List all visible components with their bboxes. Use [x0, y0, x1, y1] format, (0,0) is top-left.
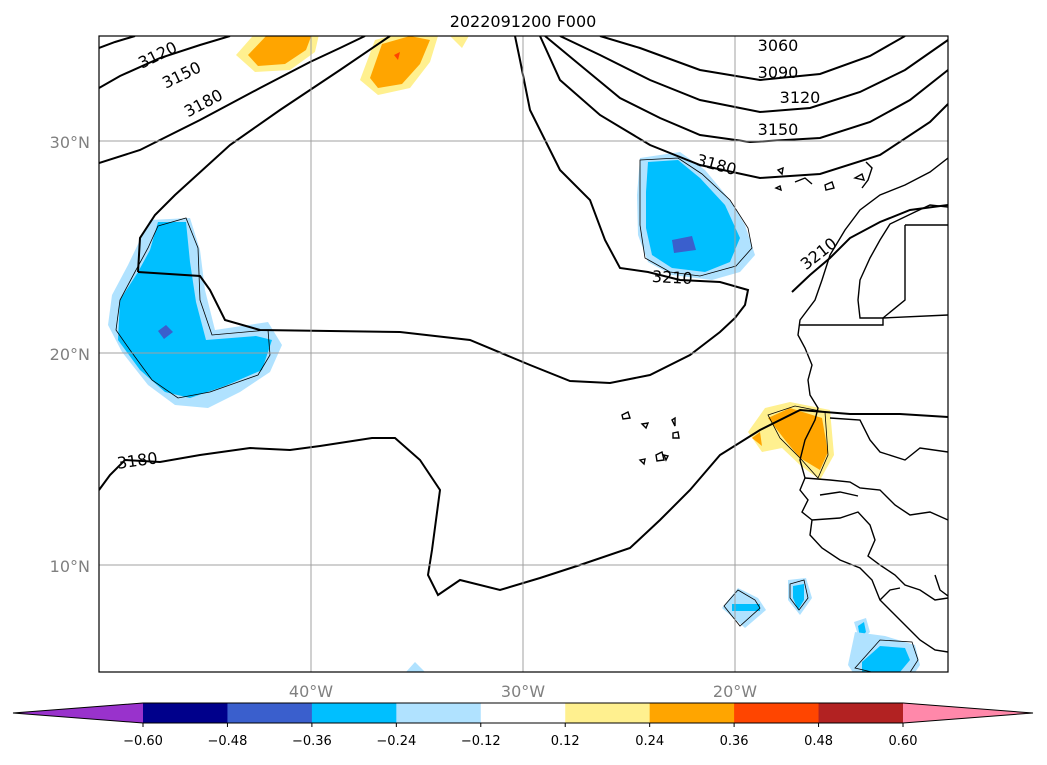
colorbar-tick-label: 0.36 — [720, 734, 749, 749]
negative-anomaly-center — [637, 152, 755, 280]
colorbar-extend-low — [13, 703, 143, 723]
colorbar-tick-label: −0.60 — [123, 734, 163, 749]
lon-label: 30°W — [501, 682, 545, 701]
colorbar-tick-label: 0.48 — [804, 734, 833, 749]
colorbar-segment — [649, 703, 735, 723]
colorbar-segment — [818, 703, 904, 723]
gridlines — [99, 36, 948, 672]
colorbar-segment — [227, 703, 313, 723]
contour-label: 3090 — [758, 63, 799, 82]
colorbar-segment — [311, 703, 397, 723]
colorbar-tick-label: −0.36 — [292, 734, 332, 749]
lon-label: 40°W — [289, 682, 333, 701]
lon-label: 20°W — [713, 682, 757, 701]
contour-label: 3120 — [135, 38, 180, 73]
negative-anomaly-west — [108, 217, 282, 408]
map-frame — [98, 35, 949, 673]
colorbar-tick-label: 0.12 — [551, 734, 580, 749]
colorbar-tick-label: 0.24 — [635, 734, 664, 749]
colorbar-tick-label: −0.48 — [208, 734, 248, 749]
lat-label: 30°N — [50, 133, 90, 152]
coastlines — [621, 157, 948, 653]
colorbar-tick-label: −0.24 — [376, 734, 416, 749]
colorbar-extend-high — [903, 703, 1033, 723]
colorbar-segment — [734, 703, 820, 723]
colorbar: −0.60 −0.48 −0.36 −0.24 −0.12 0.12 0.24 0.36 0.4… — [12, 702, 1034, 749]
contour-label: 3150 — [758, 120, 799, 139]
colorbar-tick-label: −0.12 — [461, 734, 501, 749]
colorbar-segment — [565, 703, 651, 723]
negative-anomaly-southeast — [406, 578, 920, 672]
colorbar-segment — [480, 703, 566, 723]
contour-label: 3210 — [651, 267, 693, 288]
colorbar-tick-label: 0.60 — [889, 734, 918, 749]
colorbar-segment — [396, 703, 482, 723]
lat-label: 10°N — [50, 557, 90, 576]
contour-label: 3120 — [780, 88, 821, 107]
lat-label: 20°N — [50, 345, 90, 364]
contour-label: 3180 — [181, 85, 226, 121]
height-contours — [99, 36, 948, 597]
colorbar-segment — [143, 703, 228, 723]
contour-label: 3060 — [758, 36, 799, 55]
contour-label: 3180 — [116, 448, 159, 472]
contour-label: 3150 — [159, 58, 204, 93]
map-title: 2022091200 F000 — [450, 12, 597, 31]
positive-anomaly-north — [236, 36, 469, 95]
plot-area: 3120 3150 3180 3060 3090 3120 3150 3180 … — [99, 36, 948, 672]
